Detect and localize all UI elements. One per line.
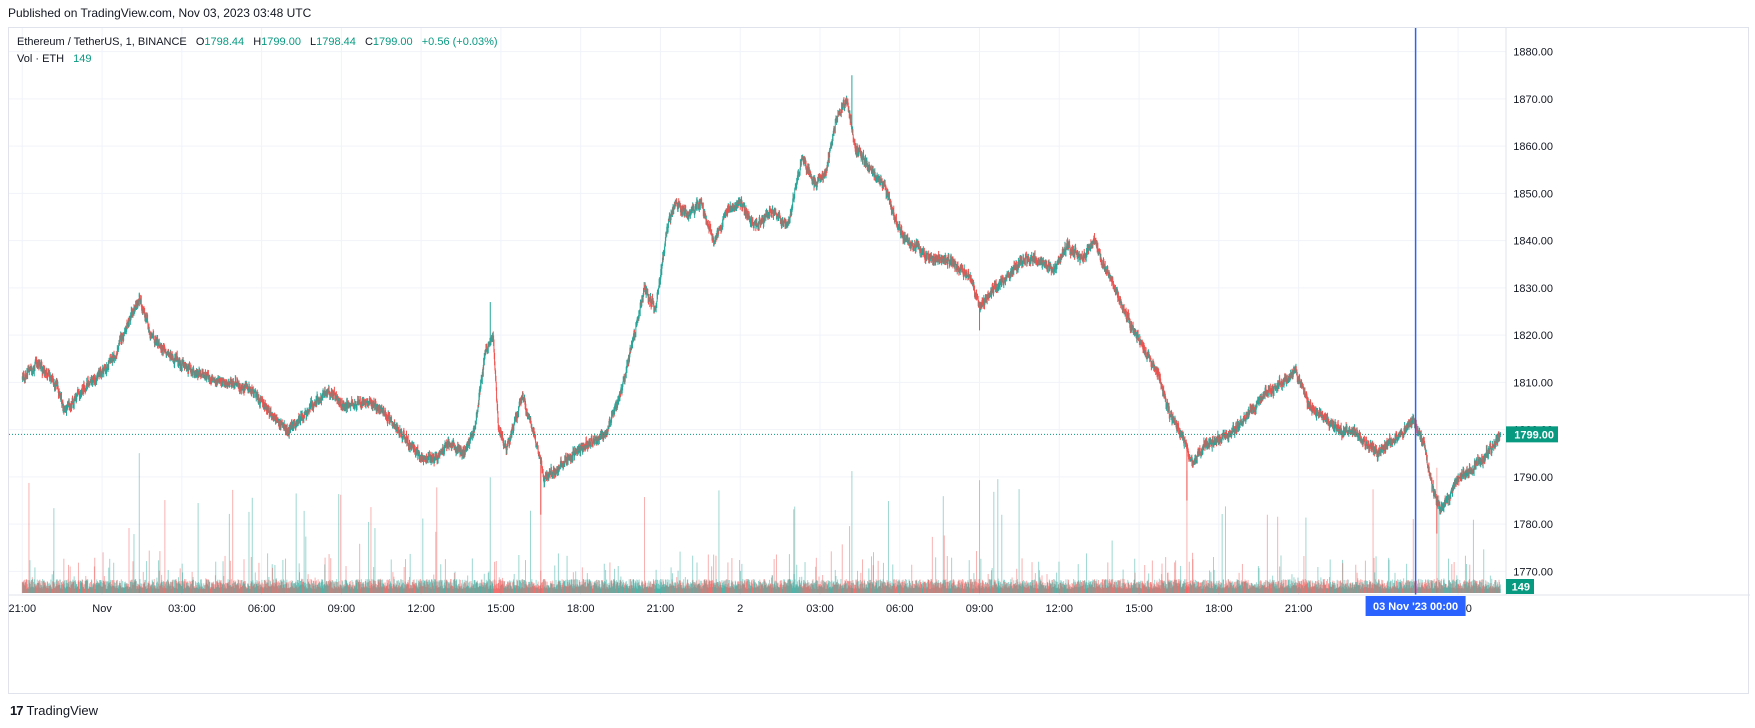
candles	[21, 75, 1501, 534]
grid	[9, 28, 1506, 595]
published-note: Published on TradingView.com, Nov 03, 20…	[8, 6, 312, 20]
candlestick-chart[interactable]: 1880.001870.001860.001850.001840.001830.…	[9, 28, 1750, 695]
chart-pane[interactable]: 1880.00 1870.00 1860.00 1850.00 1840.00 1830.…	[8, 27, 1750, 695]
volume-bars	[21, 453, 1501, 593]
